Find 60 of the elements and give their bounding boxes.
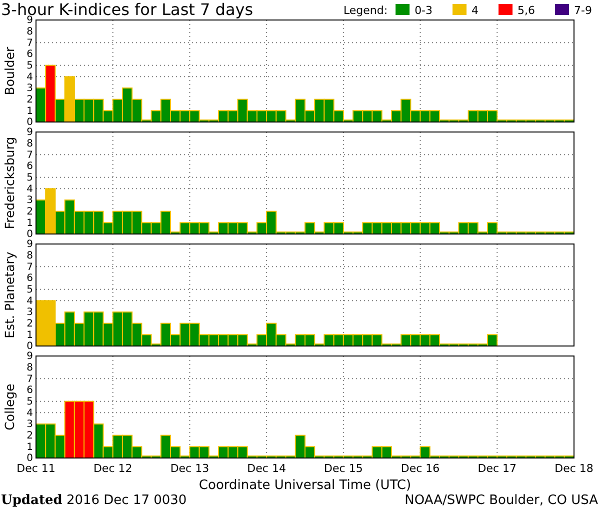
y-tick-label: 1 xyxy=(26,106,33,117)
y-axis-title: College xyxy=(2,383,17,430)
x-tick-label: Dec 18 xyxy=(554,462,594,475)
y-tick-label: 3 xyxy=(26,307,33,318)
y-tick-label: 7 xyxy=(26,374,33,385)
y-tick-label: 0 xyxy=(26,341,33,352)
y-tick-label: 9 xyxy=(26,351,33,362)
y-tick-label: 5 xyxy=(26,172,33,184)
y-tick-label: 0 xyxy=(26,229,33,240)
y-tick-label: 2 xyxy=(26,94,33,106)
y-tick-label: 8 xyxy=(26,138,33,150)
y-axis-title: Fredericksburg xyxy=(2,136,17,230)
x-axis-title: Coordinate Universal Time (UTC) xyxy=(198,478,412,493)
y-tick-label: 7 xyxy=(26,38,33,49)
x-tick-label: Dec 12 xyxy=(93,462,132,475)
y-tick-label: 4 xyxy=(26,72,33,83)
legend-label: 4 xyxy=(472,4,479,17)
legend-title: Legend: xyxy=(343,4,388,17)
y-tick-label: 6 xyxy=(26,385,33,396)
y-tick-label: 7 xyxy=(26,262,33,273)
y-tick-label: 6 xyxy=(26,273,33,284)
y-tick-label: 4 xyxy=(26,296,33,307)
y-tick-label: 2 xyxy=(26,318,33,330)
y-tick-label: 5 xyxy=(26,60,33,72)
y-axis-title: Boulder xyxy=(2,46,17,96)
y-tick-label: 6 xyxy=(26,49,33,60)
y-tick-label: 4 xyxy=(26,184,33,195)
x-tick-label: Dec 14 xyxy=(247,462,286,475)
y-tick-label: 5 xyxy=(26,284,33,296)
y-tick-label: 1 xyxy=(26,442,33,453)
y-tick-label: 3 xyxy=(26,83,33,94)
text: Updated 2016 Dec 17 0030 xyxy=(1,493,187,508)
legend-label: 5,6 xyxy=(518,4,536,17)
x-tick-label: Dec 11 xyxy=(16,462,56,475)
y-tick-label: 8 xyxy=(26,362,33,374)
y-axis-title: Est. Planetary xyxy=(2,251,17,338)
y-tick-label: 2 xyxy=(26,206,33,218)
legend-label: 0-3 xyxy=(414,4,433,17)
y-tick-label: 0 xyxy=(26,453,33,464)
y-tick-label: 7 xyxy=(26,150,33,161)
y-tick-label: 8 xyxy=(26,26,33,38)
y-tick-label: 9 xyxy=(26,239,33,250)
text: NOAA/SWPC Boulder, CO USA xyxy=(404,493,598,508)
x-tick-label: Dec 13 xyxy=(170,462,210,475)
x-tick-label: Dec 15 xyxy=(324,462,363,475)
y-tick-label: 4 xyxy=(26,408,33,419)
legend-label: 7-9 xyxy=(574,4,592,17)
y-tick-label: 9 xyxy=(26,127,33,138)
y-tick-label: 2 xyxy=(26,430,33,442)
y-tick-label: 1 xyxy=(26,330,33,341)
y-tick-label: 3 xyxy=(26,195,33,206)
y-tick-label: 8 xyxy=(26,250,33,262)
y-tick-label: 5 xyxy=(26,396,33,408)
y-tick-label: 6 xyxy=(26,161,33,172)
y-tick-label: 3 xyxy=(26,419,33,430)
y-tick-label: 1 xyxy=(26,218,33,229)
x-tick-label: Dec 16 xyxy=(400,462,440,475)
x-tick-label: Dec 17 xyxy=(478,462,517,475)
y-tick-label: 0 xyxy=(26,117,33,128)
y-tick-label: 9 xyxy=(26,15,33,26)
